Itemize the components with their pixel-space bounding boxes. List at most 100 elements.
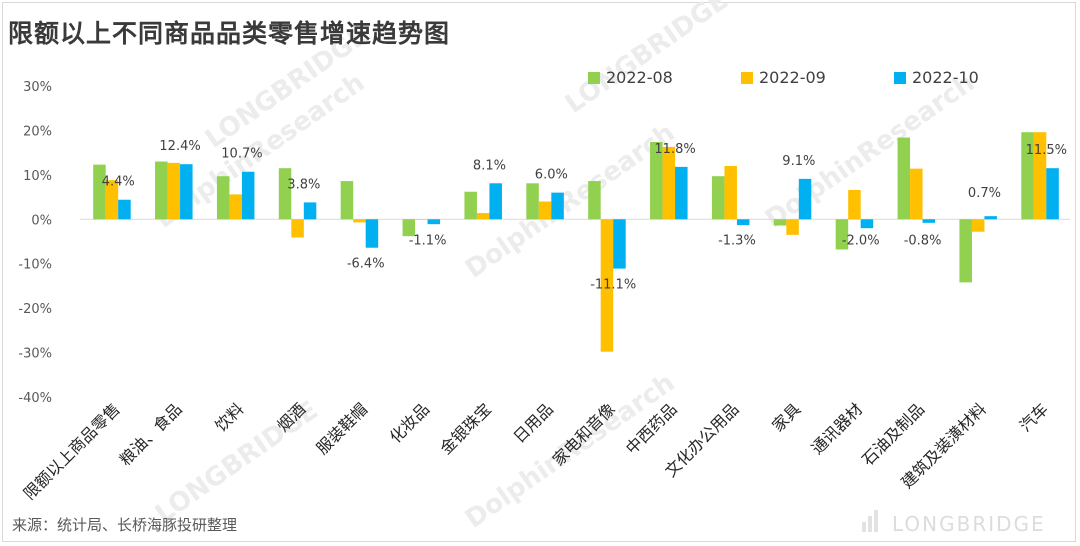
data-label: 4.4% [102, 175, 135, 190]
bar-2022-10 [489, 183, 502, 220]
bar-2022-10 [798, 178, 812, 220]
x-tick-label: 化妆品 [386, 399, 433, 446]
y-tick-label: 30% [23, 80, 52, 95]
legend-swatch-1 [588, 71, 600, 84]
y-tick-label: -40% [18, 391, 52, 406]
data-label: 12.4% [159, 139, 200, 154]
bar-2022-10 [860, 219, 874, 229]
legend-item-2: 2022-09 [741, 68, 826, 87]
bar-2022-09 [910, 168, 923, 220]
data-label: -6.4% [347, 257, 385, 272]
bar-2022-08 [155, 161, 168, 220]
x-tick-label: 家电和音像 [549, 399, 619, 469]
x-tick-label: 中西药品 [622, 399, 681, 458]
bar-2022-10 [241, 171, 255, 220]
y-tick-label: -20% [18, 302, 52, 317]
x-tick-label: 金银珠宝 [436, 399, 495, 458]
bar-2022-10 [180, 164, 193, 220]
bar-2022-08 [959, 219, 972, 283]
chart-title: 限额以上不同商品品类零售增速趋势图 [8, 19, 451, 48]
bar-2022-10 [984, 216, 997, 220]
legend-label-1: 2022-08 [606, 68, 673, 87]
bar-2022-10 [365, 219, 379, 248]
bar-2022-10 [303, 202, 317, 220]
bar-2022-10 [118, 199, 131, 220]
bar-2022-08 [402, 219, 416, 237]
bar-2022-10 [736, 219, 750, 226]
bar-2022-09 [167, 162, 181, 220]
bar-2022-09 [724, 165, 737, 220]
legend-item-1: 2022-08 [588, 68, 673, 87]
bar-2022-08 [897, 137, 911, 220]
bar-2022-08 [773, 219, 787, 226]
data-label: -1.1% [409, 233, 447, 248]
bar-2022-08 [216, 176, 230, 220]
bar-2022-08 [464, 191, 477, 220]
bar-2022-08 [93, 164, 106, 220]
data-label: 10.7% [221, 147, 262, 162]
bar-2022-10 [427, 219, 441, 225]
bar-2022-09 [415, 219, 428, 220]
bar-2022-08 [278, 168, 292, 220]
bar-2022-10 [1046, 168, 1059, 220]
data-label: 8.1% [473, 158, 506, 173]
x-tick-label: 粮油、食品 [116, 399, 186, 469]
bar-2022-08 [588, 181, 601, 220]
bar-2022-09 [786, 219, 799, 235]
x-tick-label: 饮料 [211, 399, 247, 435]
legend-item-3: 2022-10 [894, 68, 979, 87]
y-tick-label: -30% [18, 347, 52, 362]
x-tick-label: 日用品 [510, 399, 557, 446]
y-tick-label: -10% [18, 258, 52, 273]
x-tick-label: 服装鞋帽 [313, 399, 372, 458]
data-label: 11.5% [1026, 143, 1067, 158]
x-tick-label: 限额以上商品零售 [20, 399, 124, 503]
x-tick-label: 烟酒 [273, 399, 309, 435]
bar-2022-09 [476, 213, 490, 220]
bar-2022-08 [835, 219, 849, 250]
bar-2022-09 [662, 146, 676, 220]
x-tick-label: 汽车 [1016, 399, 1052, 435]
data-label: -1.3% [718, 233, 756, 248]
bar-2022-09 [105, 180, 119, 220]
data-label: 9.1% [782, 154, 815, 169]
data-label: 11.8% [654, 142, 695, 157]
bar-2022-10 [613, 219, 626, 269]
bar-2022-08 [1021, 132, 1034, 220]
y-tick-label: 10% [23, 169, 52, 184]
y-tick-label: 20% [23, 124, 52, 139]
legend-swatch-2 [741, 71, 753, 84]
source-note: 来源：统计局、长桥海豚投研整理 [12, 516, 238, 534]
bar-2022-08 [526, 183, 539, 220]
y-tick-label: 0% [31, 213, 52, 228]
x-tick-label: 家具 [768, 399, 804, 435]
legend-swatch-3 [894, 71, 906, 84]
data-label: -2.0% [842, 233, 880, 248]
bar-2022-09 [1033, 132, 1047, 220]
legend: 2022-08 2022-09 2022-10 [0, 68, 1080, 90]
data-label: 0.7% [968, 186, 1001, 201]
bar-2022-09 [291, 219, 304, 238]
bar-2022-09 [848, 189, 861, 220]
brand-wordmark: LONGBRIDGE [892, 512, 1046, 536]
brand-logo-icon [862, 510, 886, 532]
bar-2022-09 [353, 219, 366, 223]
data-label: 6.0% [535, 168, 568, 183]
legend-label-2: 2022-09 [759, 68, 826, 87]
legend-label-3: 2022-10 [912, 68, 979, 87]
bar-2022-10 [551, 192, 564, 220]
data-label: -11.1% [590, 278, 636, 293]
bar-2022-09 [971, 219, 985, 232]
bar-2022-09 [600, 219, 614, 352]
x-tick-label: 通讯器材 [808, 399, 867, 458]
bar-2022-10 [922, 219, 936, 223]
bar-2022-08 [340, 181, 354, 220]
data-label: -0.8% [904, 233, 942, 248]
bar-2022-08 [650, 141, 663, 220]
bar-2022-09 [538, 201, 552, 220]
bar-2022-08 [711, 176, 725, 220]
bar-2022-10 [675, 166, 688, 220]
bar-2022-09 [229, 194, 242, 220]
